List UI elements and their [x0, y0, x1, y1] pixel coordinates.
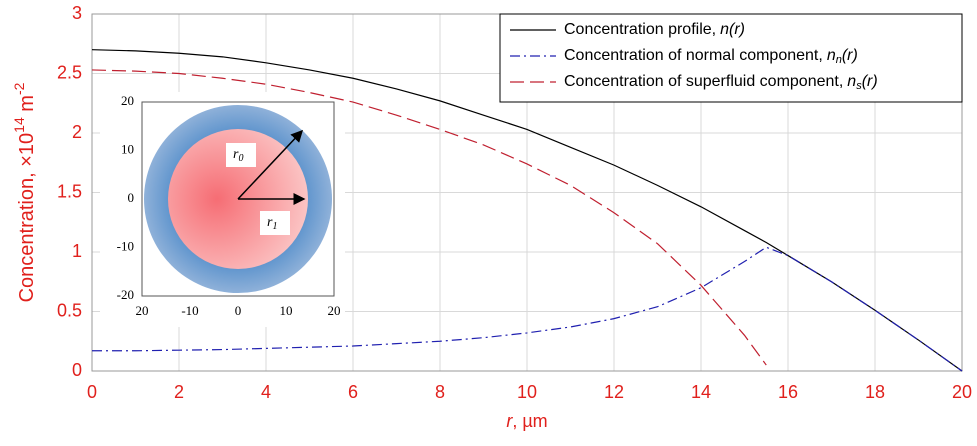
y-axis-label-part: m	[16, 95, 38, 117]
x-tick-label: 12	[604, 382, 624, 402]
y-tick-label: 1.5	[57, 181, 82, 201]
legend-name: Concentration of superfluid component,	[564, 73, 843, 90]
inset-x-tick-label: 20	[328, 303, 341, 318]
y-tick-label: 2	[72, 122, 82, 142]
legend-name: Concentration of normal component,	[564, 47, 823, 64]
x-tick-label: 20	[952, 382, 972, 402]
legend-name: Concentration profile,	[564, 21, 716, 38]
x-tick-label: 0	[87, 382, 97, 402]
x-tick-label: 14	[691, 382, 711, 402]
y-axis-label: Concentration, ×1014 m-2	[11, 82, 39, 302]
inset-label-sub: 0	[238, 153, 243, 164]
y-tick-label: 0	[72, 360, 82, 380]
x-tick-label: 2	[174, 382, 184, 402]
inset-y-tick-label: 10	[121, 141, 134, 156]
inset-x-tick-label: 20	[136, 303, 149, 318]
x-tick-label: 16	[778, 382, 798, 402]
y-tick-label: 3	[72, 3, 82, 23]
x-tick-label: 8	[435, 382, 445, 402]
legend-symbol-arg: (r)	[862, 73, 878, 90]
x-tick-label: 4	[261, 382, 271, 402]
legend-symbol-arg: (r)	[842, 47, 858, 64]
inset-y-tick-label: -10	[117, 238, 134, 253]
inset-y-tick-label: -20	[117, 287, 134, 302]
x-tick-label: 6	[348, 382, 358, 402]
legend-label: Concentration of normal component,nn(r)	[564, 47, 858, 66]
x-axis-label: r, µm	[506, 411, 547, 431]
x-tick-label: 10	[517, 382, 537, 402]
legend-symbol: n	[827, 47, 836, 64]
legend-label: Concentration of superfluid component,ns…	[564, 73, 878, 92]
inset-y-tick-label: 0	[128, 190, 135, 205]
x-axis-unit: , µm	[512, 411, 547, 431]
x-tick-label: 18	[865, 382, 885, 402]
y-tick-label: 0.5	[57, 300, 82, 320]
inset-x-tick-label: -10	[181, 303, 198, 318]
inset-x-tick-label: 10	[280, 303, 293, 318]
legend-symbol: n	[847, 73, 856, 90]
inset-x-tick-label: 0	[235, 303, 242, 318]
chart: 0246810121416182000.511.522.53Concentrat…	[0, 0, 977, 441]
y-axis-label-part: Concentration, ×10	[16, 133, 38, 303]
y-tick-label: 1	[72, 241, 82, 261]
legend-symbol: n	[720, 21, 729, 38]
y-tick-label: 2.5	[57, 62, 82, 82]
legend-symbol-arg: (r)	[729, 21, 745, 38]
inset-y-tick-label: 20	[121, 93, 134, 108]
y-axis-label-part: -2	[11, 82, 27, 95]
y-axis-label-part: 14	[11, 117, 27, 133]
inset-label-sub: 1	[272, 221, 277, 232]
